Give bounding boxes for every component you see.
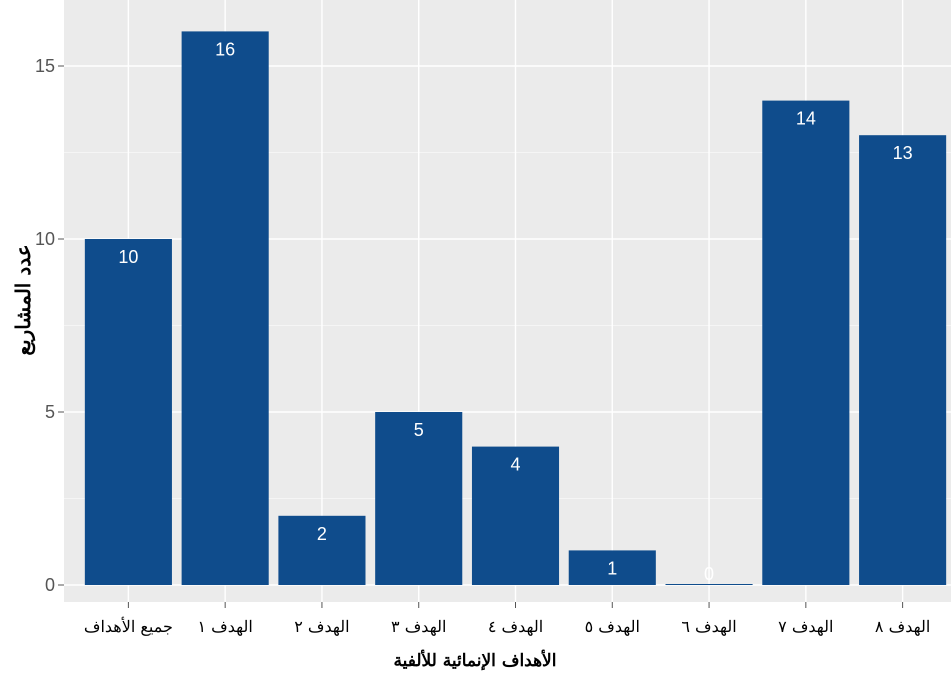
x-tick-label: الهدف ٢: [294, 617, 349, 636]
x-tick-label: الهدف ٤: [488, 617, 543, 636]
bar: [762, 100, 850, 585]
bar: [859, 135, 947, 585]
y-tick-label: 10: [35, 229, 55, 249]
bar: [181, 31, 269, 585]
data-label: 0: [704, 564, 714, 584]
x-tick-label: الهدف ٥: [585, 617, 640, 636]
bar: [568, 550, 656, 585]
bar: [84, 239, 172, 585]
bar: [471, 446, 560, 585]
data-label: 13: [893, 143, 913, 163]
bar: [665, 584, 753, 585]
data-label: 10: [118, 247, 138, 267]
data-label: 2: [317, 524, 327, 544]
x-tick-label: الهدف ١: [197, 617, 252, 636]
bar: [375, 412, 463, 585]
x-tick-label: الهدف ٦: [681, 617, 736, 636]
x-axis-ticks: جميع الأهداف الهدف ١ الهدف ٢ الهدف ٣ الهدف ٤…: [84, 602, 930, 636]
data-label: 5: [414, 420, 424, 440]
data-label: 4: [510, 455, 520, 475]
data-label: 16: [215, 39, 235, 59]
x-tick-label: الهدف ٨: [875, 617, 930, 636]
y-axis-title: عدد المشاريع: [11, 244, 36, 355]
x-tick-label: جميع الأهداف: [84, 617, 173, 636]
x-tick-label: الهدف ٧: [778, 617, 833, 636]
data-label: 1: [607, 558, 617, 578]
y-tick-label: 0: [45, 575, 55, 595]
y-tick-label: 5: [45, 402, 55, 422]
x-axis-title: الأهداف الإنمائية للألفية: [394, 649, 557, 671]
bars: [84, 31, 947, 585]
y-axis-ticks: 0 5 10 15: [35, 56, 64, 595]
x-tick-label: الهدف ٣: [391, 617, 446, 636]
data-label: 14: [796, 109, 816, 129]
y-tick-label: 15: [35, 56, 55, 76]
bar: [278, 515, 366, 585]
